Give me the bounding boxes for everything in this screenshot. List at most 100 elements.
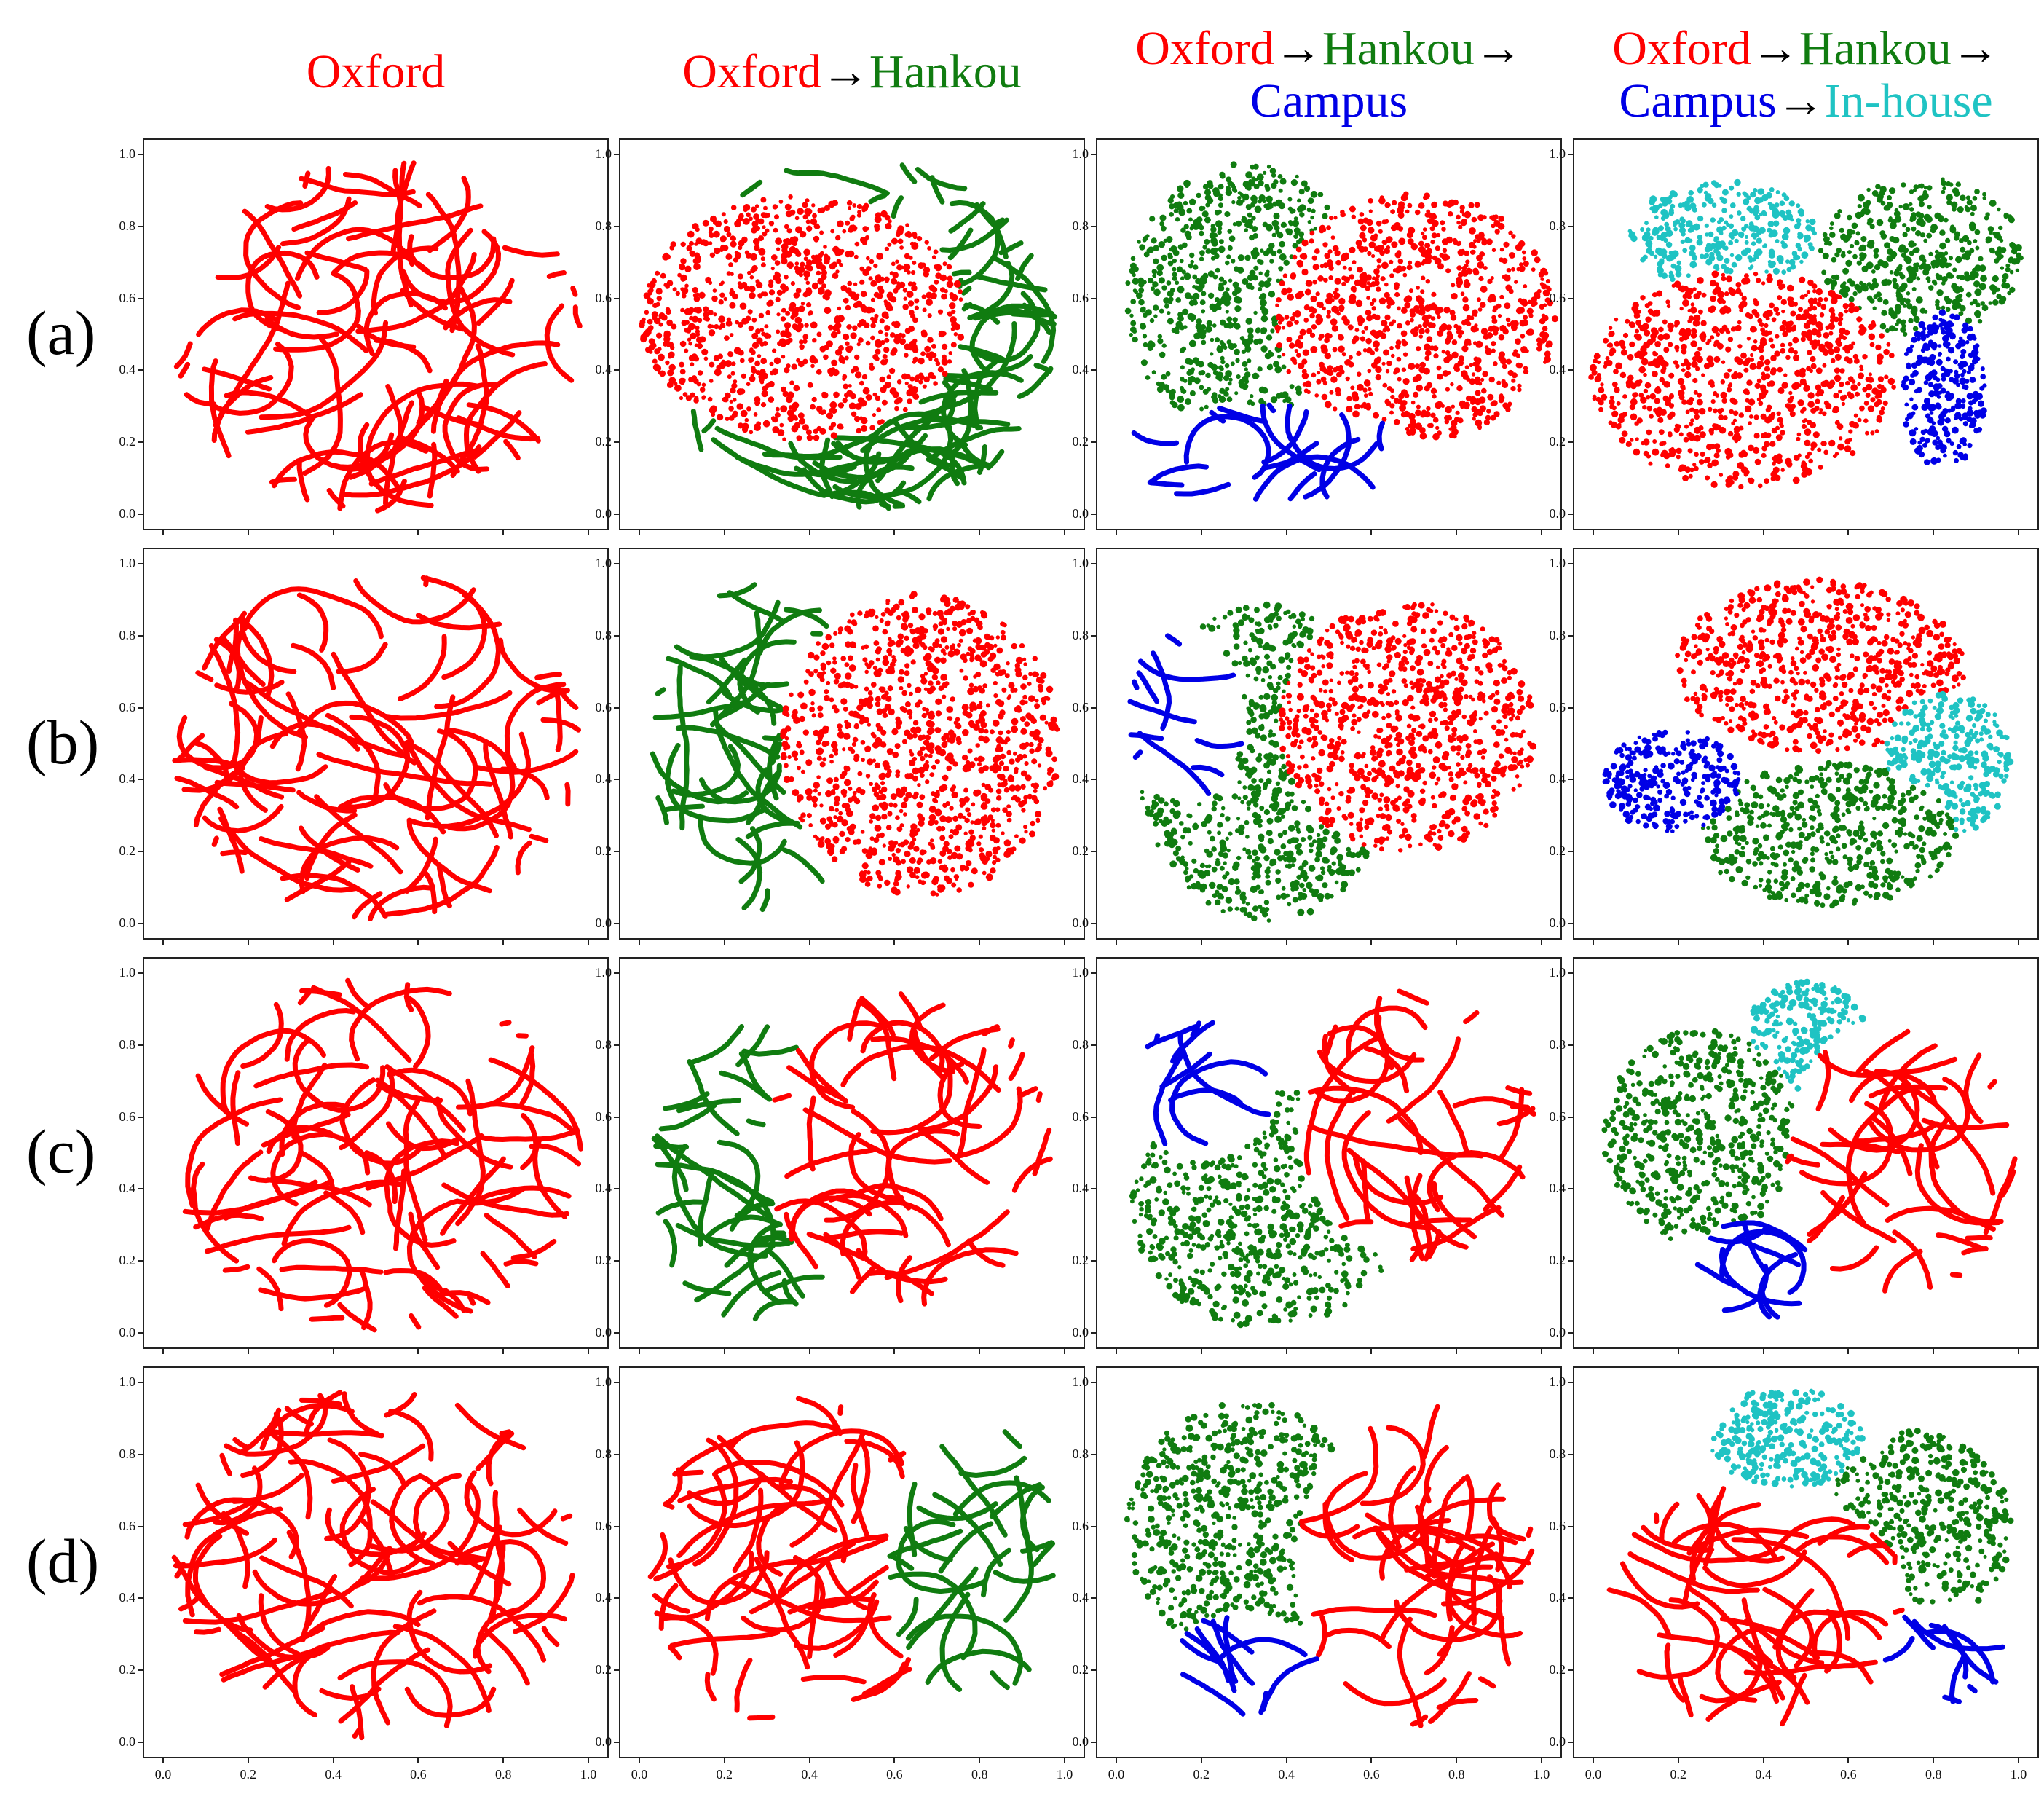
scatter-point <box>1915 230 1922 237</box>
scatter-point <box>1201 291 1207 296</box>
scatter-point <box>1946 438 1952 444</box>
scatter-point <box>1716 448 1721 453</box>
scatter-point <box>1442 200 1448 207</box>
scatter-point <box>1193 264 1199 270</box>
scatter-point <box>714 324 719 330</box>
scatter-point <box>756 337 763 345</box>
scatter-point <box>1662 395 1669 402</box>
scatter-point <box>1903 255 1910 261</box>
cluster-strand <box>969 303 1058 374</box>
scatter-point <box>1643 388 1649 394</box>
scatter-point <box>751 317 757 323</box>
cluster-strand <box>570 286 578 297</box>
scatter-point <box>690 362 695 367</box>
scatter-point <box>1230 361 1235 366</box>
scatter-point <box>1235 358 1240 363</box>
scatter-point <box>1183 224 1189 229</box>
scatter-point <box>1725 275 1733 283</box>
scatter-point <box>942 371 948 377</box>
scatter-point <box>1773 459 1778 464</box>
scatter-point <box>1712 423 1717 428</box>
scatter-point <box>1759 189 1765 194</box>
scatter-point <box>1303 388 1309 393</box>
scatter-point <box>840 248 845 253</box>
scatter-point <box>1397 323 1402 329</box>
scatter-point <box>1523 260 1529 267</box>
scatter-point <box>846 324 852 330</box>
scatter-point <box>1266 195 1273 203</box>
scatter-point <box>1954 231 1960 237</box>
cluster-strand <box>208 358 232 459</box>
scatter-point <box>1859 405 1865 412</box>
scatter-point <box>1714 236 1720 241</box>
scatter-point <box>1909 438 1917 445</box>
scatter-point <box>839 355 843 360</box>
y-tick-label: 1.0 <box>1072 146 1089 161</box>
cluster-strand <box>280 196 352 247</box>
scatter-point <box>758 235 764 242</box>
scatter-point <box>1815 321 1823 328</box>
scatter-point <box>1165 371 1171 377</box>
scatter-panel-b-2 <box>619 548 1085 940</box>
scatter-point <box>1609 350 1614 357</box>
scatter-point <box>1436 232 1441 238</box>
scatter-point <box>1940 411 1947 417</box>
scatter-point <box>1201 309 1206 314</box>
scatter-point <box>1534 256 1541 264</box>
scatter-point <box>903 296 907 301</box>
scatter-point <box>805 429 812 436</box>
scatter-point <box>739 358 745 363</box>
y-tick-label: 0.0 <box>119 506 136 521</box>
y-tick-mark <box>138 514 143 515</box>
scatter-point <box>1451 283 1456 288</box>
scatter-point <box>1769 302 1775 309</box>
scatter-point <box>1688 400 1693 406</box>
scatter-point <box>1290 316 1295 322</box>
scatter-point <box>816 270 821 276</box>
scatter-point <box>1806 290 1811 294</box>
scatter-point <box>1228 377 1233 382</box>
cluster-strand <box>921 415 1011 427</box>
scatter-point <box>1435 425 1440 430</box>
scatter-point <box>1811 283 1818 289</box>
scatter-point <box>1889 187 1896 194</box>
scatter-point <box>1750 353 1754 358</box>
scatter-point <box>1976 427 1983 433</box>
cluster-strand <box>1261 441 1319 471</box>
scatter-point <box>1212 323 1217 328</box>
scatter-point <box>1542 326 1548 331</box>
scatter-point <box>1309 238 1314 244</box>
scatter-point <box>768 279 774 285</box>
scatter-point <box>1828 348 1835 355</box>
scatter-point <box>853 282 858 286</box>
scatter-point <box>1705 232 1709 237</box>
scatter-point <box>1444 419 1450 425</box>
cluster-strand <box>400 229 501 305</box>
scatter-point <box>1980 301 1985 306</box>
scatter-point <box>1837 443 1844 451</box>
scatter-point <box>824 205 830 211</box>
scatter-point <box>1253 310 1258 315</box>
scatter-point <box>1456 277 1461 282</box>
scatter-point <box>1793 354 1800 361</box>
scatter-point <box>1326 310 1331 315</box>
scatter-point <box>1139 244 1145 251</box>
scatter-point <box>1663 237 1668 243</box>
scatter-point <box>1614 387 1620 393</box>
scatter-point <box>1220 342 1226 348</box>
scatter-point <box>1205 372 1211 379</box>
scatter-point <box>1295 339 1301 345</box>
scatter-point <box>784 224 789 229</box>
scatter-point <box>1634 352 1641 358</box>
scatter-point <box>1543 360 1547 364</box>
scatter-point <box>1652 230 1658 236</box>
scatter-point <box>1810 422 1817 429</box>
scatter-point <box>1347 324 1354 331</box>
scatter-point <box>1761 210 1767 216</box>
scatter-point <box>1817 447 1822 452</box>
scatter-point <box>880 339 885 345</box>
scatter-point <box>1368 387 1372 392</box>
scatter-point <box>1234 286 1242 294</box>
scatter-point <box>1228 235 1236 242</box>
scatter-point <box>1622 412 1627 417</box>
